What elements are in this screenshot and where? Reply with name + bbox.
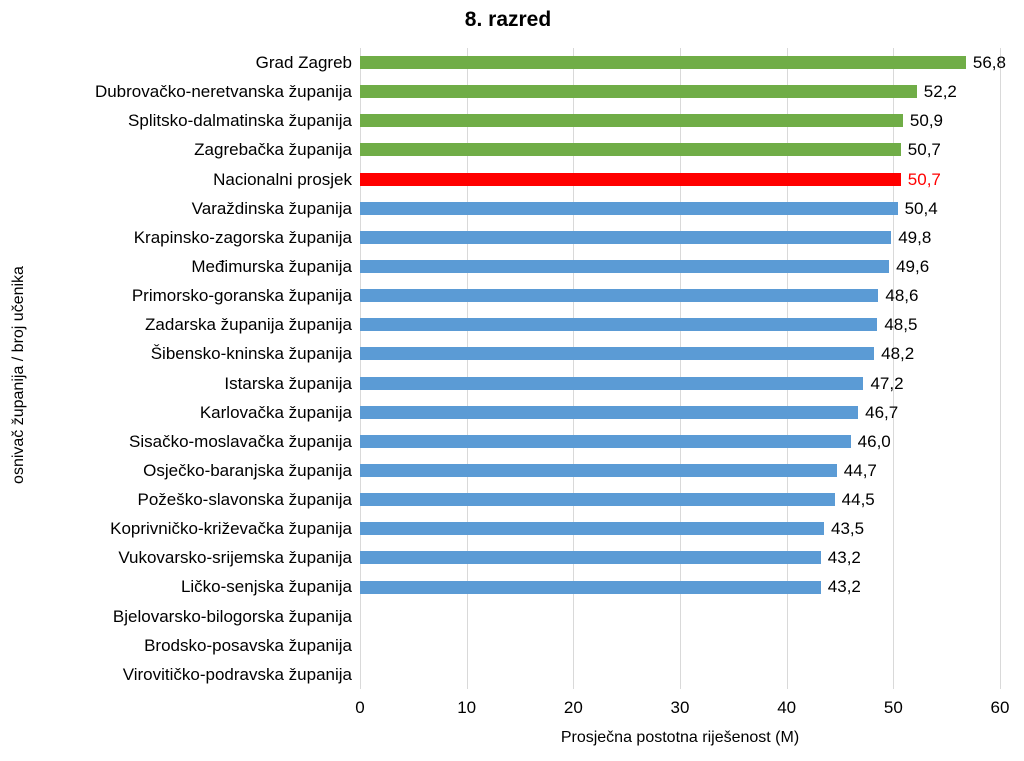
category-label: Koprivničko-križevačka županija — [110, 519, 352, 539]
value-label: 47,2 — [870, 373, 904, 393]
value-label: 43,2 — [827, 548, 861, 568]
value-label: 50,9 — [909, 111, 944, 131]
bar-county — [360, 580, 821, 594]
value-label: 46,0 — [857, 431, 891, 451]
chart-title: 8. razred — [464, 8, 552, 31]
bar-county — [360, 260, 890, 274]
bar-county — [360, 463, 837, 477]
value-label: 46,7 — [865, 402, 899, 422]
category-label: Osječko-baranjska županija — [143, 460, 352, 480]
value-label: 48,6 — [885, 286, 919, 306]
x-tick-label: 30 — [670, 698, 690, 717]
gridline — [573, 48, 575, 689]
value-label: 48,2 — [881, 344, 915, 364]
category-label: Nacionalni prosjek — [213, 169, 352, 189]
category-label: Dubrovačko-neretvanska županija — [94, 82, 352, 102]
category-label: Grad Zagreb — [255, 53, 352, 72]
bar-county — [360, 56, 966, 70]
bar-county — [360, 201, 898, 215]
value-label: 49,8 — [898, 227, 932, 247]
x-axis-title: Prosječna postotna riješenost (M) — [560, 729, 800, 746]
category-label: Ličko-senjska županija — [180, 577, 352, 597]
value-label: 50,7 — [907, 169, 941, 189]
category-label: Bjelovarsko-bilogorska županija — [112, 606, 352, 626]
category-label: Brodsko-posavska županija — [144, 635, 352, 655]
value-label: 49,6 — [896, 256, 930, 276]
value-label: 50,4 — [904, 198, 938, 218]
bar-county — [360, 143, 901, 157]
category-label: Požeško-slavonska županija — [137, 490, 352, 510]
value-label: 50,7 — [907, 140, 941, 160]
category-label: Vukovarsko-srijemska županija — [118, 548, 352, 568]
x-tick-label: 20 — [563, 698, 583, 717]
bar-county — [360, 405, 859, 419]
gridline — [893, 48, 895, 689]
category-label: Zadarska županija županija — [145, 315, 352, 335]
category-label: Sisačko-moslavačka županija — [129, 431, 352, 451]
gridline — [1000, 48, 1001, 689]
value-label: 44,7 — [843, 460, 877, 480]
bar-county — [360, 522, 824, 536]
category-axis-labels: Grad Zagreb Dubrovačko-neretvanska župani… — [0, 48, 352, 689]
category-label: Karlovačka županija — [199, 402, 352, 422]
category-label: Primorsko-goranska županija — [131, 286, 352, 306]
bar-county — [360, 493, 835, 507]
category-label: Virovitičko-podravska županija — [122, 664, 352, 684]
bar-county — [360, 434, 851, 448]
bar-county — [360, 289, 879, 303]
category-label: Istarska županija — [224, 373, 352, 393]
x-tick-label: 60 — [990, 698, 1010, 717]
value-label: 43,5 — [831, 519, 865, 539]
value-label: 56,8 — [972, 53, 1006, 72]
gridline — [466, 48, 468, 689]
bar-national-average — [360, 172, 901, 186]
category-label: Zagrebačka županija — [194, 140, 352, 160]
category-label: Varaždinska županija — [191, 198, 352, 218]
value-label: 48,5 — [884, 315, 918, 335]
bar-county — [360, 114, 903, 128]
gridline — [360, 48, 361, 689]
gridline — [786, 48, 788, 689]
value-label: 44,5 — [841, 490, 875, 510]
value-label: 52,2 — [923, 82, 957, 102]
bar-county — [360, 85, 917, 99]
category-label: Šibensko-kninska županija — [150, 344, 352, 364]
plot-area: 56,8 52,2 50,9 50,7 50,7 50,4 49,8 49,6 48,6 48,5… — [360, 48, 1006, 689]
category-label: Krapinsko-zagorska županija — [133, 227, 352, 247]
gridline — [680, 48, 681, 689]
x-tick-label: 10 — [457, 698, 477, 717]
bar-county — [360, 551, 821, 565]
bar-county — [360, 318, 878, 332]
x-tick-label: 50 — [883, 698, 903, 717]
x-tick-label: 0 — [355, 698, 365, 717]
bar-county — [360, 230, 892, 244]
bar-county — [360, 347, 875, 361]
bar-county — [360, 376, 864, 390]
value-label: 43,2 — [827, 577, 861, 597]
category-label: Splitsko-dalmatinska županija — [128, 111, 352, 131]
x-tick-label: 40 — [777, 698, 797, 717]
category-label: Međimurska županija — [191, 256, 352, 276]
